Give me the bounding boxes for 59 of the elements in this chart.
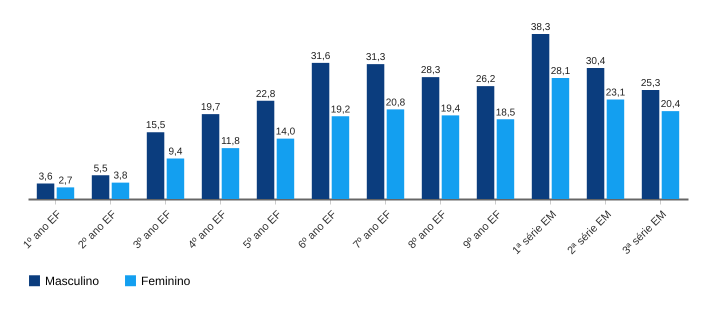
bar	[146, 132, 164, 199]
data-label: 20,4	[660, 99, 681, 110]
data-label: 31,3	[366, 52, 386, 64]
bar	[386, 109, 404, 199]
bar	[662, 111, 680, 199]
bar	[496, 119, 514, 199]
bar	[312, 62, 330, 199]
x-tick-label: 3º ano EF	[131, 208, 174, 252]
bar	[586, 68, 604, 199]
bar	[606, 99, 624, 199]
bar	[256, 100, 274, 199]
data-label: 5,5	[94, 163, 108, 174]
x-tick-label: 6º ano EF	[296, 208, 340, 252]
data-label: 28,3	[420, 65, 441, 76]
data-label: 14,0	[276, 126, 296, 138]
data-label: 26,2	[476, 74, 496, 86]
data-label: 15,5	[146, 120, 166, 132]
bar	[366, 64, 384, 199]
bar	[422, 77, 440, 199]
data-label: 3,6	[38, 171, 53, 182]
x-tick-label: 5º ano EF	[241, 208, 284, 252]
bar	[532, 34, 550, 199]
bar	[36, 183, 54, 199]
data-label: 20,8	[386, 97, 406, 108]
data-label: 11,8	[221, 136, 240, 148]
bar	[202, 114, 220, 199]
data-label: 30,4	[586, 56, 606, 68]
data-label: 19,4	[440, 103, 461, 114]
data-label: 31,6	[310, 50, 331, 62]
x-tick-label: 4º ano EF	[186, 208, 230, 252]
data-label: 28,1	[550, 66, 571, 77]
data-label: 18,5	[496, 107, 516, 118]
data-label: 2,7	[58, 175, 73, 186]
data-label: 9,4	[168, 146, 183, 158]
data-label: 25,3	[640, 78, 661, 90]
bar	[332, 116, 350, 199]
bar	[442, 115, 460, 199]
bar	[166, 158, 184, 199]
data-label: 22,8	[256, 88, 276, 100]
bar	[56, 187, 74, 199]
legend-label: Masculino	[45, 274, 100, 288]
bar	[552, 78, 570, 199]
x-tick-label: 1º ano EF	[21, 208, 64, 252]
bar	[476, 86, 494, 199]
bar	[642, 90, 660, 199]
data-label: 3,8	[113, 170, 128, 182]
data-label: 19,2	[330, 104, 351, 116]
bar	[222, 148, 240, 199]
legend-label: Feminino	[141, 274, 191, 288]
data-label: 23,1	[606, 87, 626, 98]
x-tick-label: 7º ano EF	[351, 208, 394, 252]
bar	[112, 182, 130, 199]
data-label: 38,3	[530, 22, 551, 33]
bar	[276, 138, 294, 199]
bar	[92, 175, 110, 199]
x-tick-label: 9º ano EF	[461, 208, 504, 252]
x-tick-label: 8º ano EF	[406, 208, 450, 252]
x-tick-label: 2º ano EF	[76, 208, 120, 252]
data-label: 19,7	[200, 102, 221, 114]
